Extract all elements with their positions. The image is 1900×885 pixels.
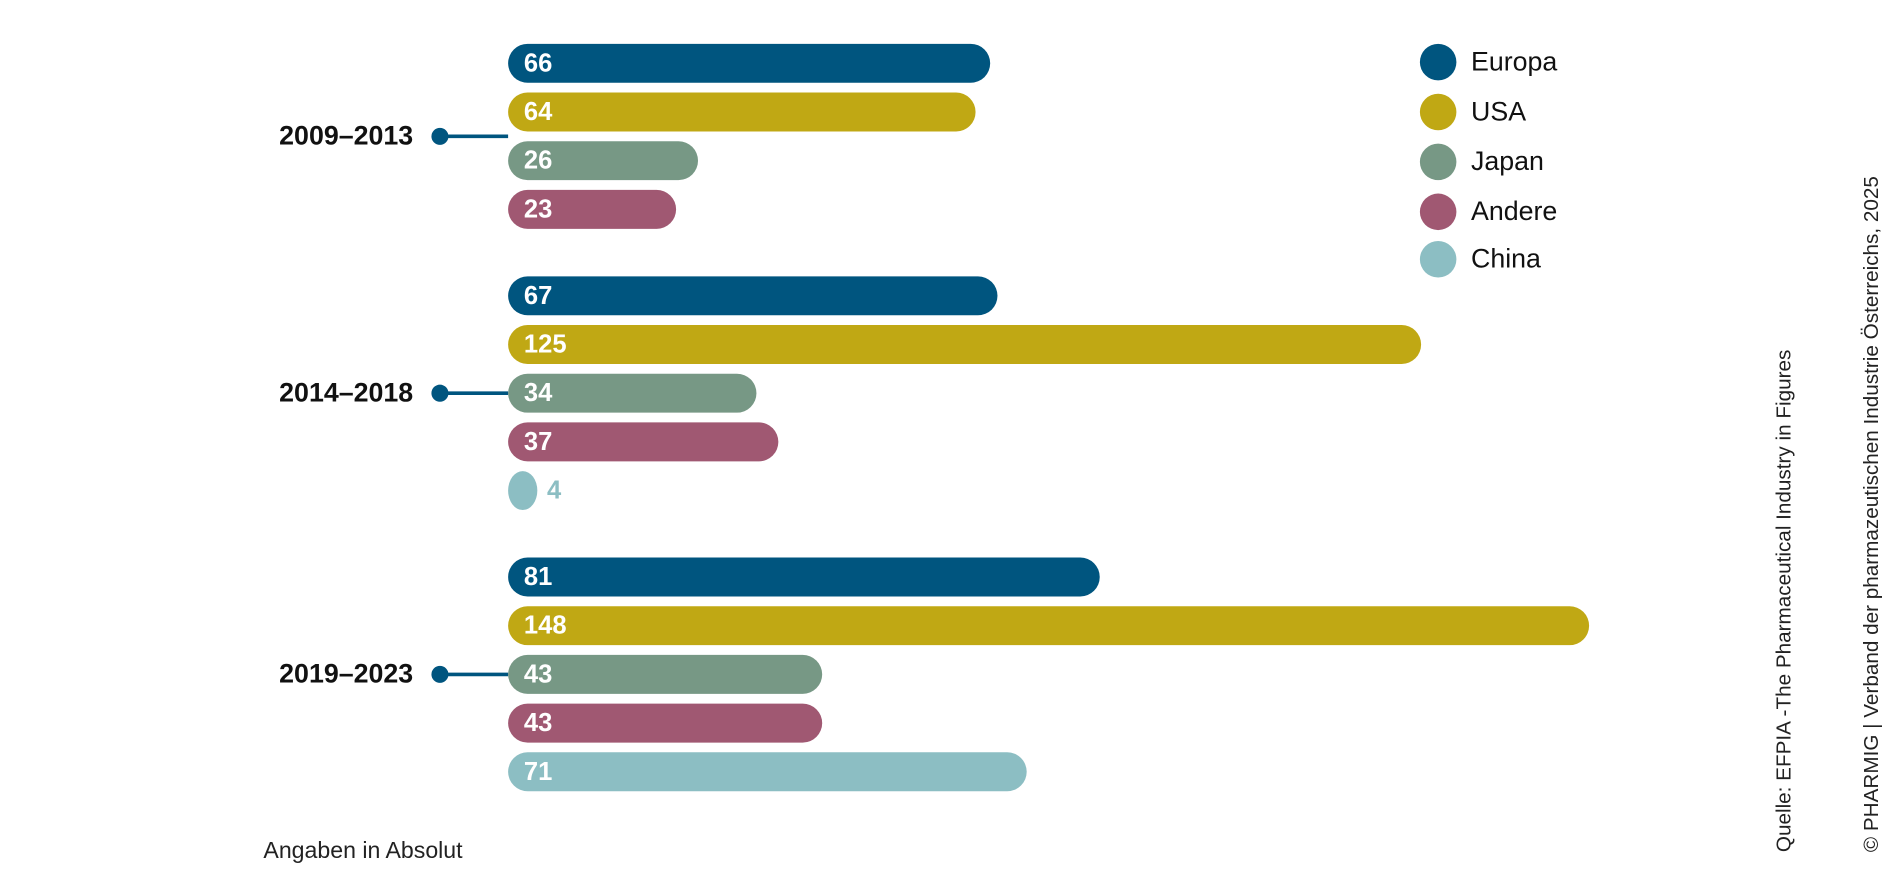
group-dot: [431, 665, 449, 683]
legend-swatch: [1419, 193, 1457, 231]
legend-label: USA: [1471, 96, 1526, 126]
legend-label: China: [1471, 244, 1541, 274]
group-dot: [431, 384, 449, 402]
value-label: 23: [524, 195, 552, 223]
bar: [508, 471, 538, 511]
legend-swatch: [1419, 143, 1457, 181]
value-label: 64: [524, 98, 553, 126]
bar: [508, 141, 699, 181]
source: Quelle: EFPIA -The Pharmaceutical Indust…: [1773, 350, 1796, 852]
bar: [508, 422, 779, 462]
bar: [508, 654, 823, 694]
value-label: 4: [547, 477, 562, 505]
legend-label: Japan: [1471, 146, 1544, 176]
bar: [508, 557, 1100, 597]
group-dot: [431, 127, 449, 145]
bar: [508, 189, 677, 229]
legend-swatch: [1419, 241, 1457, 278]
bar: [508, 373, 757, 413]
value-label: 43: [524, 709, 552, 737]
group-label: 2009–2013: [279, 121, 413, 151]
value-label: 148: [524, 612, 567, 640]
bar: [508, 606, 1590, 646]
legend-label: Europa: [1471, 46, 1557, 76]
value-label: 71: [524, 758, 552, 786]
bar: [508, 276, 998, 316]
bar: [508, 752, 1027, 792]
bar: [508, 703, 823, 743]
bar: [508, 92, 976, 132]
group-label: 2019–2023: [279, 659, 413, 689]
value-label: 66: [524, 49, 552, 77]
value-label: 34: [524, 379, 553, 407]
note: Angaben in Absolut: [263, 837, 463, 863]
value-label: 67: [524, 282, 552, 310]
bar: [508, 325, 1422, 364]
bar: [508, 43, 991, 83]
legend-swatch: [1419, 43, 1457, 81]
legend-label: Andere: [1471, 196, 1557, 226]
copyright: © PHARMIG | Verband der pharmazeutischen…: [1860, 176, 1883, 852]
value-label: 37: [524, 428, 552, 456]
value-label: 26: [524, 147, 552, 175]
group-label: 2014–2018: [279, 377, 413, 407]
value-label: 81: [524, 563, 552, 591]
value-label: 43: [524, 660, 552, 688]
legend-swatch: [1419, 93, 1457, 131]
value-label: 125: [524, 330, 567, 358]
